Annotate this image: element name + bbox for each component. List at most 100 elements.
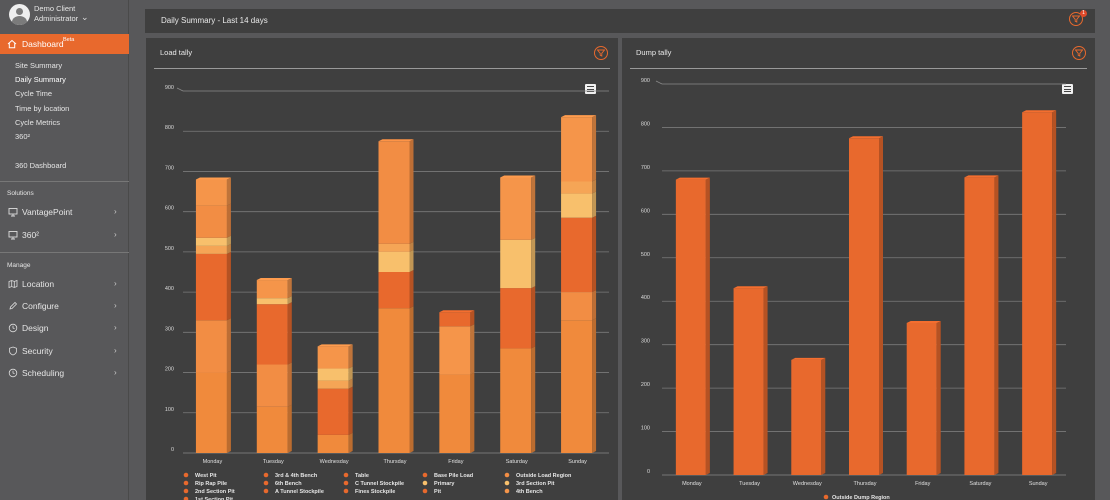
- bar-top: [849, 136, 883, 139]
- x-tick-label: Monday: [682, 481, 702, 487]
- sidebar-item-configure[interactable]: Configure ›: [0, 297, 129, 315]
- bar-segment: [378, 251, 410, 272]
- bar-side: [409, 270, 414, 309]
- sidebar-item-cycle-time[interactable]: Cycle Time: [15, 89, 53, 98]
- sidebar-item-time-by-location[interactable]: Time by location: [15, 104, 70, 113]
- bar-side: [763, 286, 768, 475]
- bar-segment: [317, 434, 349, 453]
- bar-top: [1022, 110, 1057, 113]
- bar-side: [821, 357, 826, 475]
- global-filter-button[interactable]: [1069, 12, 1083, 26]
- bar-segment: [561, 181, 593, 194]
- bar-segment: [849, 138, 879, 476]
- dump-filter-button[interactable]: [1072, 46, 1086, 60]
- bar-side: [348, 378, 353, 389]
- chevron-right-icon: ›: [114, 207, 117, 216]
- load-filter-button[interactable]: [594, 46, 608, 60]
- bar-side: [409, 241, 414, 252]
- sidebar-item-label: Dashboard: [22, 39, 64, 49]
- legend-label: A Tunnel Stockpile: [275, 489, 324, 495]
- sidebar-item-360-squared[interactable]: 360²: [15, 132, 31, 141]
- bar-segment: [317, 380, 349, 389]
- sidebar-item-dashboard[interactable]: Dashboard Beta: [0, 34, 129, 54]
- chart-menu-button[interactable]: [585, 84, 596, 94]
- bar-segment: [1022, 112, 1053, 475]
- bar-side: [287, 302, 292, 365]
- y-tick-label: 700: [641, 165, 650, 171]
- x-tick-label: Sunday: [568, 459, 587, 465]
- bar-top: [256, 278, 292, 281]
- load-tally-panel: Load tally 0 100 200 300 400 500 600 700 800 900 M…: [146, 38, 618, 500]
- sidebar-item-scheduling[interactable]: Scheduling ›: [0, 364, 129, 382]
- bar-segment: [317, 346, 349, 369]
- page-header: Daily Summary - Last 14 days: [145, 9, 1095, 33]
- bar-segment: [561, 320, 593, 453]
- sidebar-item-security[interactable]: Security ›: [0, 342, 129, 360]
- chevron-right-icon: ›: [114, 301, 117, 310]
- y-tick-label: 600: [641, 208, 650, 214]
- bar-side: [348, 366, 353, 381]
- chevron-right-icon: ›: [114, 346, 117, 355]
- sidebar-item-360-dashboard[interactable]: 360 Dashboard: [15, 161, 67, 170]
- bar-segment: [500, 288, 532, 349]
- bar-top: [791, 357, 826, 360]
- sidebar-item-site-summary[interactable]: Site Summary: [15, 61, 63, 70]
- bar-segment: [561, 193, 593, 218]
- sidebar-item-label: Scheduling: [22, 368, 65, 378]
- legend-marker: [263, 488, 269, 494]
- legend-label: Rip Rap Pile: [195, 481, 227, 487]
- sidebar-item-daily-summary[interactable]: Daily Summary: [15, 75, 66, 84]
- legend-marker: [422, 488, 428, 494]
- panel-title: Load tally: [160, 48, 193, 57]
- chevron-down-icon[interactable]: ⌄: [81, 12, 89, 22]
- filter-icon: [597, 49, 605, 57]
- bar-side: [409, 249, 414, 272]
- bar-side: [531, 175, 536, 240]
- bar-side: [592, 290, 597, 321]
- filter-icon: [1072, 15, 1080, 23]
- sidebar-item-vantagepoint[interactable]: VantagePoint ›: [0, 203, 129, 221]
- user-menu[interactable]: Demo Client Administrator ⌄: [0, 0, 129, 32]
- sidebar-item-design[interactable]: Design ›: [0, 319, 129, 337]
- bar-side: [470, 324, 475, 375]
- bar-side: [409, 139, 414, 244]
- x-tick-label: Tuesday: [263, 459, 284, 465]
- bar-segment: [906, 322, 937, 475]
- panel-title: Dump tally: [636, 48, 672, 57]
- x-tick-label: Saturday: [506, 459, 528, 465]
- sidebar-item-location[interactable]: Location ›: [0, 275, 129, 293]
- legend-label: Fines Stockpile: [355, 489, 395, 495]
- y-tick-label: 400: [641, 295, 650, 301]
- x-tick-label: Wednesday: [793, 481, 822, 487]
- sidebar-item-cycle-metrics[interactable]: Cycle Metrics: [15, 118, 61, 127]
- sidebar: Demo Client Administrator ⌄ Dashboard Be…: [0, 0, 129, 500]
- shield-icon: [9, 346, 17, 356]
- legend-label: Primary: [434, 481, 455, 487]
- bar-side: [287, 278, 292, 299]
- chart-menu-button[interactable]: [1062, 84, 1073, 94]
- legend-label: Pit: [434, 489, 441, 495]
- divider: [0, 252, 129, 253]
- x-tick-label: Tuesday: [739, 481, 760, 487]
- x-tick-label: Wednesday: [320, 459, 349, 465]
- bar-side: [226, 251, 231, 321]
- avatar: [9, 4, 30, 25]
- sidebar-item-label: Design: [22, 323, 49, 333]
- bar-side: [531, 346, 536, 453]
- x-tick-label: Friday: [915, 481, 931, 487]
- user-name: Demo Client: [34, 4, 76, 13]
- gridline: [176, 87, 609, 92]
- bar-segment: [561, 117, 593, 182]
- bar-side: [531, 286, 536, 349]
- sidebar-item-360[interactable]: 360² ›: [0, 226, 129, 244]
- legend-marker: [183, 472, 189, 478]
- bar-segment: [195, 253, 227, 321]
- bar-segment: [791, 359, 822, 475]
- legend-label: C Tunnel Stockpile: [355, 481, 404, 487]
- bar-side: [592, 115, 597, 182]
- y-tick-label: 500: [641, 252, 650, 258]
- bar-side: [1052, 110, 1057, 475]
- filter-icon: [1075, 49, 1083, 57]
- y-tick-label: 200: [641, 382, 650, 388]
- legend-label: 2nd Section Pit: [195, 489, 235, 495]
